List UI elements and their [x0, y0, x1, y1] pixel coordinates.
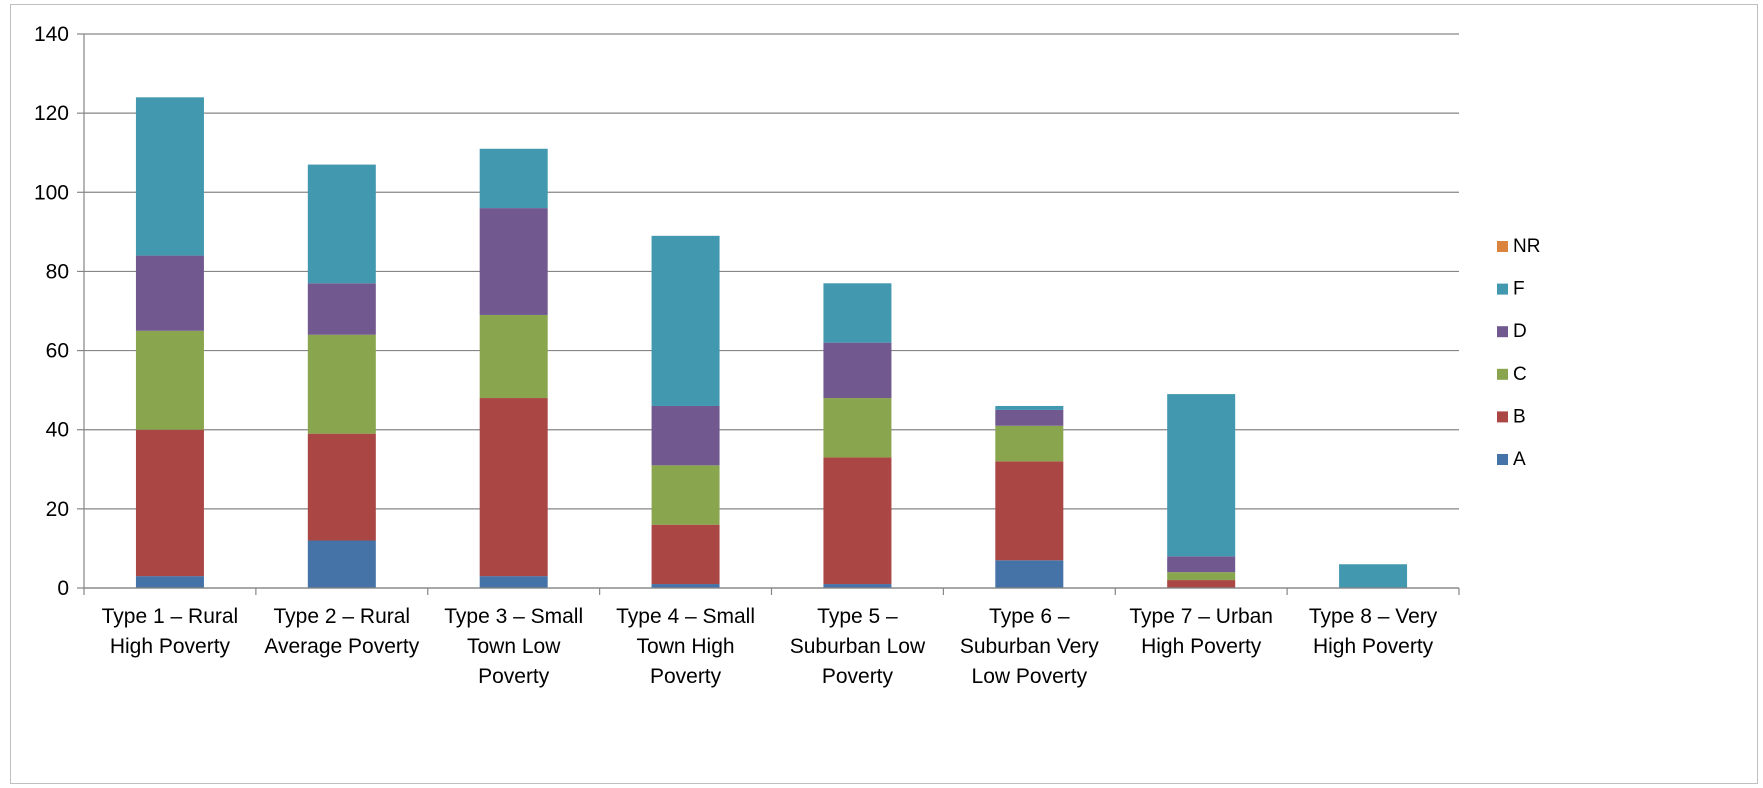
bar-segment-c [307, 334, 376, 434]
legend-swatch-c [1497, 368, 1508, 380]
bar-segment-d [479, 208, 548, 315]
legend-label-c: C [1513, 364, 1527, 385]
y-tick-label: 40 [46, 419, 69, 442]
x-axis-category-labels: Type 1 – Rural High Poverty Type 2 – Rural… [102, 605, 1438, 688]
legend: NR FD CB A [1497, 236, 1540, 470]
x-category-label: Type 5 – Suburban Low Poverty [790, 605, 926, 688]
bar-segment-a [995, 560, 1064, 588]
gridlines [77, 33, 1459, 589]
bar-segment-c [1167, 572, 1236, 581]
y-tick-label: 140 [34, 23, 69, 46]
bar-segment-c [995, 425, 1064, 462]
bar-segment-f [651, 235, 720, 406]
x-category-label: Type 1 – Rural High Poverty [102, 605, 239, 658]
bar-segment-f [307, 164, 376, 284]
x-category-label: Type 7 – Urban High Poverty [1129, 605, 1273, 658]
y-tick-label: 120 [34, 102, 69, 125]
bar-segment-b [823, 457, 892, 585]
axes [83, 34, 1460, 595]
legend-swatch-a [1497, 454, 1508, 465]
y-axis-tick-labels: 0 20 40 60 80 100 120 140 [34, 23, 69, 600]
legend-swatch-f [1497, 283, 1508, 295]
bar-segment-b [307, 433, 376, 541]
bar-segment-d [823, 342, 892, 399]
bar-segment-d [651, 405, 720, 466]
bar-segment-b [479, 398, 548, 577]
bar-segment-f [135, 97, 204, 256]
bar-segment-a [479, 576, 548, 588]
bar-segment-c [823, 398, 892, 458]
y-tick-label: 0 [57, 577, 69, 600]
bar-segment-d [1167, 556, 1236, 573]
bar-segment-d [995, 409, 1064, 426]
bar-segment-c [479, 314, 548, 399]
legend-swatch-b [1497, 411, 1508, 423]
x-category-label: Type 4 – Small Town High Poverty [616, 605, 755, 688]
bar-segment-a [307, 540, 376, 588]
bar-segment-d [307, 283, 376, 335]
x-category-label: Type 3 – Small Town Low Poverty [444, 605, 583, 688]
bar-segment-f [479, 148, 548, 209]
legend-label-d: D [1513, 321, 1527, 342]
y-tick-label: 80 [46, 260, 69, 283]
bar-segment-f [823, 283, 892, 343]
x-category-label: Type 2 – Rural Average Poverty [264, 605, 419, 658]
bars [135, 97, 1408, 588]
y-tick-label: 20 [46, 498, 69, 521]
bar-segment-b [995, 461, 1064, 561]
bar-segment-a [651, 584, 720, 588]
y-tick-label: 100 [34, 181, 69, 204]
chart-frame: 0 20 40 60 80 100 120 140 Type 1 – Rural High Po… [10, 4, 1758, 784]
x-category-label: Type 8 – Very High Poverty [1309, 605, 1438, 658]
bar-segment-a [135, 576, 204, 588]
bar-segment-f [1167, 394, 1236, 557]
bar-segment-b [651, 524, 720, 585]
bar-segment-d [135, 255, 204, 331]
x-category-label: Type 6 – Suburban Very Low Poverty [960, 605, 1099, 688]
bar-segment-a [823, 584, 892, 588]
legend-swatch-nr [1497, 241, 1508, 252]
legend-label-f: F [1513, 279, 1525, 300]
y-tick-label: 60 [46, 340, 69, 363]
legend-label-b: B [1513, 406, 1526, 427]
stacked-bar-chart: 0 20 40 60 80 100 120 140 Type 1 – Rural High Po… [34, 23, 1541, 688]
bar-segment-f [995, 405, 1064, 410]
bar-segment-b [135, 429, 204, 577]
bar-segment-f [1339, 564, 1408, 588]
legend-label-nr: NR [1513, 236, 1540, 257]
legend-label-a: A [1513, 449, 1526, 470]
bar-segment-c [135, 330, 204, 430]
legend-swatch-d [1497, 326, 1508, 338]
bar-segment-c [651, 465, 720, 525]
bar-segment-b [1167, 580, 1236, 588]
